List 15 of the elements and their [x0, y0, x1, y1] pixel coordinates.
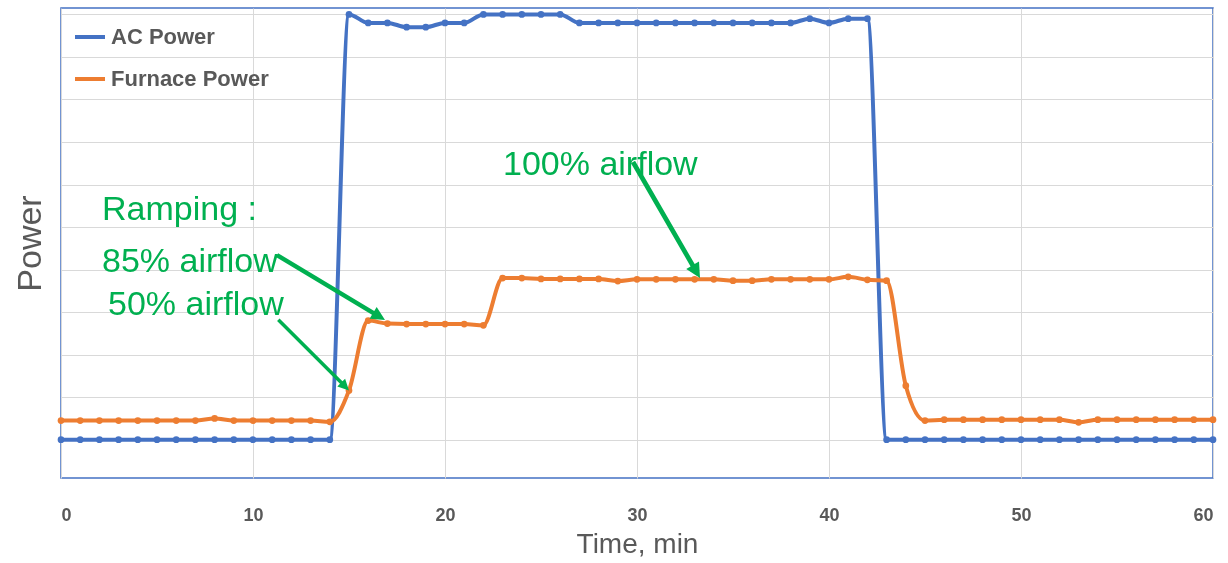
x-tick-label: 60	[1193, 504, 1214, 525]
annotation: 50% airflow	[108, 284, 285, 323]
annotation: 100% airflow	[503, 144, 699, 182]
y-axis-title: Power	[9, 195, 48, 292]
x-tick-label: 50	[1011, 504, 1032, 525]
x-tick-label: 40	[819, 504, 840, 525]
x-tick-label: 0	[61, 504, 72, 525]
annotation: 85% airflow	[102, 241, 279, 279]
legend-label: AC Power	[111, 24, 216, 49]
x-tick-label: 10	[243, 504, 264, 525]
x-axis-title: Time, min	[576, 527, 699, 559]
legend-label: Furnace Power	[111, 66, 270, 91]
x-tick-label: 20	[435, 504, 456, 525]
annotation: Ramping :	[102, 189, 257, 227]
x-tick-label: 30	[627, 504, 648, 525]
